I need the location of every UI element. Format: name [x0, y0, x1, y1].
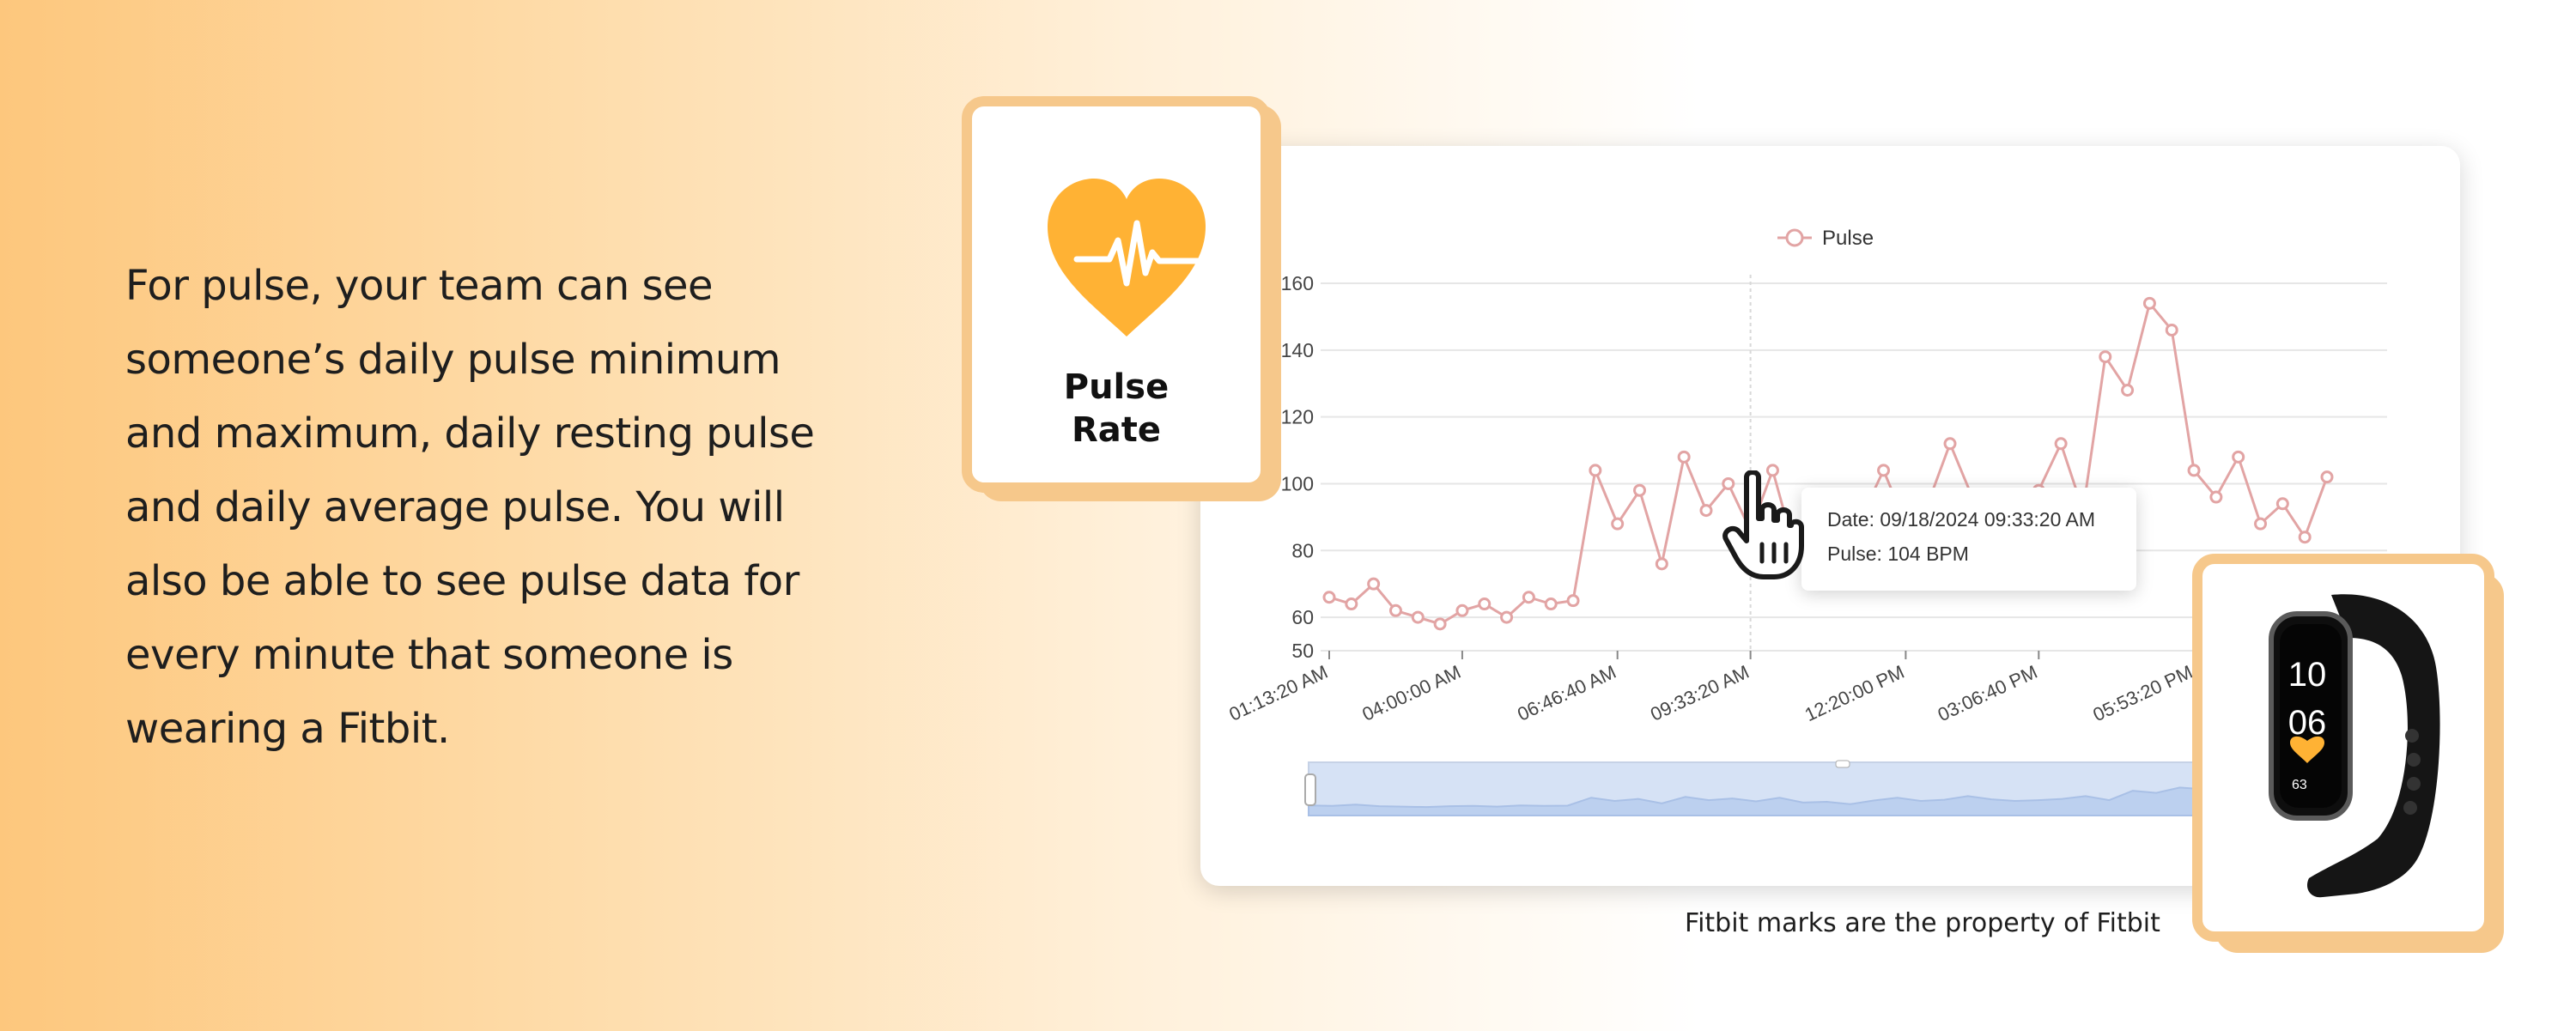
x-tick-label: 06:46:40 AM: [1514, 661, 1619, 725]
legend-label: Pulse: [1822, 227, 1874, 250]
device-time-hour: 10: [2288, 656, 2327, 694]
hand-cursor-icon: [1722, 470, 1804, 579]
data-point: [1566, 594, 1580, 608]
zoom-slider-handle-left: [1304, 773, 1316, 806]
device-heart-icon: [2290, 736, 2324, 763]
data-point: [1388, 603, 1402, 617]
data-point: [1611, 517, 1625, 531]
data-point: [1655, 557, 1668, 571]
smart-band-icon: 10 06 63: [2269, 594, 2440, 898]
data-point: [2054, 437, 2068, 451]
data-point: [2165, 323, 2178, 337]
data-point: [1722, 476, 1735, 490]
y-tick-label: 60: [1291, 606, 1314, 628]
data-point: [1478, 597, 1492, 611]
data-point: [1677, 450, 1691, 464]
data-point: [1411, 610, 1425, 624]
trademark-footnote: Fitbit marks are the property of Fitbit: [1685, 908, 2160, 938]
data-point: [1765, 464, 1779, 477]
device-readout: 63: [2292, 778, 2307, 792]
data-point: [1522, 591, 1535, 604]
x-tick-label: 03:06:40 PM: [1935, 661, 2041, 725]
chart-tooltip: Date: 09/18/2024 09:33:20 AM Pulse: 104 …: [1801, 488, 2136, 591]
data-point: [1589, 464, 1602, 477]
data-point: [2298, 531, 2312, 544]
data-point: [2209, 490, 2223, 504]
data-point: [1633, 483, 1647, 497]
fitbit-device-card: 10 06 63: [2192, 554, 2494, 942]
data-point: [1877, 464, 1891, 477]
x-tick-label: 09:33:20 AM: [1647, 661, 1753, 725]
data-point: [1500, 610, 1514, 624]
data-point: [1455, 603, 1469, 617]
x-tick-label: 05:53:20 PM: [2090, 661, 2196, 725]
data-point: [1544, 597, 1558, 611]
y-tick-label: 100: [1281, 472, 1314, 494]
data-point: [1345, 597, 1358, 611]
data-point: [1322, 591, 1336, 604]
tooltip-value: Pulse: 104 BPM: [1827, 543, 1969, 565]
y-tick-label: 140: [1281, 339, 1314, 361]
pulse-rate-label-line2: Rate: [1071, 410, 1162, 450]
data-point: [2275, 497, 2289, 511]
pulse-rate-label-line1: Pulse: [1063, 367, 1170, 407]
y-tick-label: 50: [1291, 640, 1314, 662]
x-tick-label: 01:13:20 AM: [1226, 661, 1332, 725]
device-time-min: 06: [2288, 704, 2327, 742]
pulse-rate-card: Pulse Rate: [962, 96, 1271, 493]
data-point: [1943, 437, 1957, 451]
data-point: [2142, 296, 2156, 310]
data-point: [1367, 577, 1381, 591]
pulse-rate-label: Pulse Rate: [972, 366, 1261, 452]
y-tick-label: 160: [1281, 272, 1314, 294]
data-point: [1699, 504, 1713, 518]
x-tick-label: 12:20:00 PM: [1801, 661, 1908, 725]
data-point: [2187, 464, 2201, 477]
x-tick-label: 04:00:00 AM: [1359, 661, 1465, 725]
tooltip-date: Date: 09/18/2024 09:33:20 AM: [1827, 508, 2096, 531]
heart-pulse-icon: [1048, 179, 1211, 337]
zoom-slider-grip: [1835, 760, 1850, 768]
pulse-chart-card: Pulse 160 140 120 100 80 60 50 01:13:20 AM 04:00:…: [1200, 146, 2460, 886]
data-point: [1433, 617, 1447, 631]
data-point: [2121, 384, 2135, 397]
data-point: [2254, 517, 2268, 531]
y-tick-label: 80: [1291, 539, 1314, 561]
data-point: [2099, 350, 2112, 364]
description-text: For pulse, your team can see someone’s d…: [125, 262, 815, 753]
data-point: [2232, 450, 2245, 464]
data-point: [2320, 470, 2334, 484]
legend-marker: [1785, 228, 1804, 247]
y-tick-label: 120: [1281, 406, 1314, 428]
